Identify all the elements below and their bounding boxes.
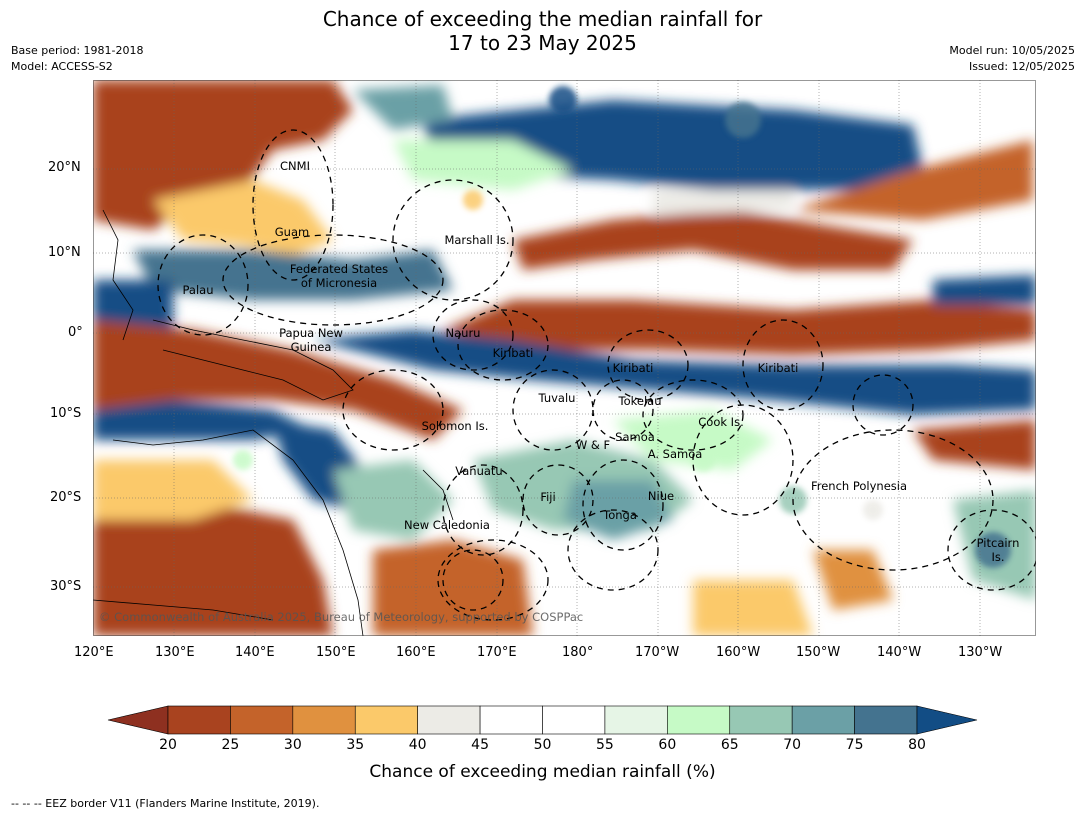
colorbar-bin bbox=[729, 705, 793, 735]
lon-tick-180: 180° bbox=[562, 645, 594, 660]
label-marshall-is: Marshall Is. bbox=[444, 233, 509, 247]
graticule bbox=[93, 80, 1036, 636]
colorbar-bin bbox=[854, 705, 918, 735]
label-pitcairn-line1: Pitcairn bbox=[977, 536, 1020, 550]
eez-borders bbox=[157, 129, 1036, 621]
label-niue: Niue bbox=[648, 489, 674, 503]
colorbar-tick-label: 20 bbox=[159, 737, 177, 753]
colorbar-bin bbox=[417, 705, 481, 735]
label-png-line2: Guinea bbox=[291, 340, 332, 354]
colorbar-tick-label: 45 bbox=[471, 737, 489, 753]
coastlines bbox=[93, 209, 454, 636]
lon-tick-160e: 160°E bbox=[396, 645, 436, 660]
label-kiribati-east: Kiribati bbox=[758, 361, 799, 375]
colorbar-bin bbox=[667, 705, 731, 735]
label-american-samoa: A. Samoa bbox=[648, 447, 703, 461]
lon-tick-130e: 130°E bbox=[155, 645, 195, 660]
label-cook-is: Cook Is. bbox=[698, 415, 743, 429]
colorbar-tick-label: 60 bbox=[658, 737, 677, 753]
label-palau: Palau bbox=[183, 283, 214, 297]
eez-footnote: -- -- -- EEZ border V11 (Flanders Marine… bbox=[11, 797, 320, 810]
lon-tick-140w: 140°W bbox=[877, 645, 922, 660]
rainfall-map: CNMI Guam Marshall Is. Federated States … bbox=[93, 80, 1036, 636]
lon-tick-150e: 150°E bbox=[316, 645, 356, 660]
label-tokelau: Tokelau bbox=[618, 394, 662, 408]
label-solomon-is: Solomon Is. bbox=[422, 419, 489, 433]
label-tonga: Tonga bbox=[602, 508, 637, 522]
lat-tick-20s: 20°S bbox=[50, 490, 82, 505]
base-period: Base period: 1981-2018 bbox=[11, 44, 144, 57]
model-name: Model: ACCESS-S2 bbox=[11, 60, 113, 73]
map-title-line1: Chance of exceeding the median rainfall … bbox=[322, 7, 763, 31]
label-pitcairn-line2: Is. bbox=[991, 550, 1004, 564]
copyright-text: © Commonwealth of Australia 2025, Bureau… bbox=[99, 610, 583, 624]
lon-tick-130w: 130°W bbox=[958, 645, 1003, 660]
label-fiji: Fiji bbox=[540, 490, 555, 504]
rainfall-field bbox=[93, 80, 1036, 636]
colorbar-bin bbox=[354, 705, 418, 735]
colorbar-bin bbox=[292, 705, 356, 735]
colorbar-bin bbox=[479, 705, 543, 735]
colorbar-tick-label: 70 bbox=[783, 737, 802, 753]
label-fsm-line1: Federated States bbox=[290, 262, 388, 276]
colorbar-bin bbox=[167, 705, 231, 735]
colorbar-tick-label: 80 bbox=[908, 737, 926, 753]
colorbar-bin bbox=[791, 705, 855, 735]
colorbar-tick-label: 30 bbox=[283, 737, 302, 753]
issued-date: Issued: 12/05/2025 bbox=[968, 60, 1075, 73]
lon-tick-160w: 160°W bbox=[716, 645, 761, 660]
colorbar-tick-label: 55 bbox=[595, 737, 614, 753]
colorbar-tick-label: 75 bbox=[845, 737, 864, 753]
colorbar-title: Chance of exceeding median rainfall (%) bbox=[369, 762, 716, 782]
label-cnmi: CNMI bbox=[280, 159, 310, 173]
lat-tick-30s: 30°S bbox=[50, 579, 82, 594]
label-wallis-futuna: W & F bbox=[576, 438, 610, 452]
label-guam: Guam bbox=[275, 225, 309, 239]
colorbar-bin bbox=[542, 705, 606, 735]
lon-tick-150w: 150°W bbox=[796, 645, 841, 660]
label-fsm-line2: of Micronesia bbox=[301, 276, 377, 290]
model-run: Model run: 10/05/2025 bbox=[949, 44, 1075, 57]
label-png-line1: Papua New bbox=[279, 326, 343, 340]
lat-tick-10s: 10°S bbox=[50, 406, 82, 421]
label-samoa: Samoa bbox=[615, 430, 655, 444]
colorbar-bin bbox=[604, 705, 668, 735]
colorbar-tick-label: 65 bbox=[720, 737, 739, 753]
label-kiribati-central: Kiribati bbox=[613, 361, 654, 375]
colorbar-bin bbox=[230, 705, 294, 735]
lon-tick-140e: 140°E bbox=[235, 645, 275, 660]
lat-tick-10n: 10°N bbox=[48, 245, 81, 260]
label-french-polynesia: French Polynesia bbox=[811, 479, 907, 493]
label-nauru: Nauru bbox=[446, 326, 481, 340]
label-kiribati-west: Kiribati bbox=[493, 346, 534, 360]
colorbar-low-extension bbox=[107, 705, 169, 735]
lon-tick-170e: 170°E bbox=[477, 645, 517, 660]
map-title-line2: 17 to 23 May 2025 bbox=[448, 31, 637, 55]
colorbar-tick-label: 25 bbox=[221, 737, 240, 753]
colorbar-tick-label: 50 bbox=[533, 737, 552, 753]
lat-tick-20n: 20°N bbox=[48, 160, 81, 175]
lat-tick-0: 0° bbox=[68, 325, 83, 340]
lon-tick-120e: 120°E bbox=[74, 645, 114, 660]
label-tuvalu: Tuvalu bbox=[538, 391, 576, 405]
label-vanuatu: Vanuatu bbox=[455, 464, 502, 478]
lon-tick-170w: 170°W bbox=[635, 645, 680, 660]
colorbar-high-extension bbox=[916, 705, 978, 735]
colorbar-tick-label: 35 bbox=[346, 737, 365, 753]
label-new-caledonia: New Caledonia bbox=[404, 518, 490, 532]
colorbar-tick-label: 40 bbox=[408, 737, 427, 753]
